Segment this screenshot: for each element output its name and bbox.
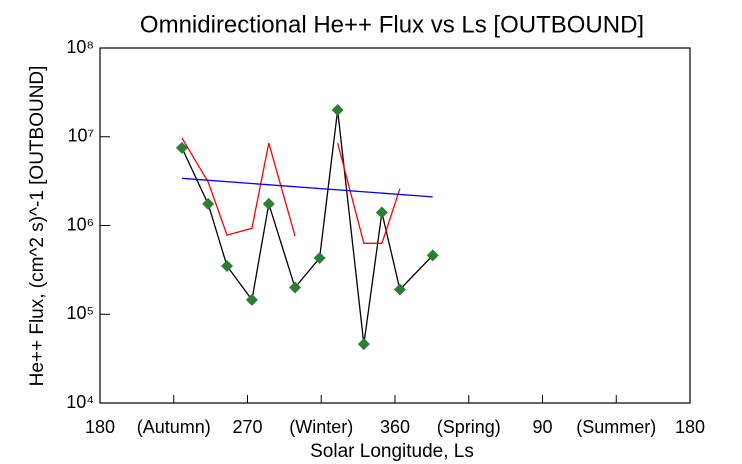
- y-tick-label: 10⁵: [67, 303, 94, 323]
- x-tick-label: (Autumn): [137, 417, 211, 437]
- y-tick-label: 10⁶: [67, 214, 94, 234]
- x-tick-label: 180: [675, 417, 705, 437]
- data-point: [426, 249, 439, 262]
- x-tick-label: 360: [380, 417, 410, 437]
- data-point: [175, 141, 188, 154]
- data-point: [245, 293, 258, 306]
- data-point: [313, 252, 326, 265]
- y-tick-label: 10⁴: [66, 392, 94, 412]
- series-line: [181, 177, 433, 198]
- x-tick-label: 270: [232, 417, 262, 437]
- series-line: [181, 109, 434, 345]
- x-tick-label: (Summer): [576, 417, 656, 437]
- plot-frame: [99, 47, 691, 404]
- data-point: [262, 197, 275, 210]
- y-tick-label: 10⁷: [67, 126, 94, 146]
- x-tick-label: (Winter): [289, 417, 353, 437]
- x-tick-label: (Spring): [437, 417, 501, 437]
- series-line: [181, 137, 401, 244]
- chart-title: Omnidirectional He++ Flux vs Ls [OUTBOUN…: [140, 11, 644, 38]
- data-point: [331, 104, 344, 117]
- data-point: [202, 197, 215, 210]
- data-point: [393, 283, 406, 296]
- y-axis-label: He++ Flux, (cm^2 s)^-1 [OUTBOUND]: [27, 66, 48, 387]
- x-tick-label: 90: [532, 417, 552, 437]
- data-point: [357, 338, 370, 351]
- data-point: [221, 259, 234, 272]
- data-point: [289, 281, 302, 294]
- x-axis-label: Solar Longitude, Ls: [310, 441, 474, 462]
- y-tick-label: 10⁸: [66, 37, 94, 57]
- data-point: [375, 206, 388, 219]
- x-tick-label: 180: [85, 417, 115, 437]
